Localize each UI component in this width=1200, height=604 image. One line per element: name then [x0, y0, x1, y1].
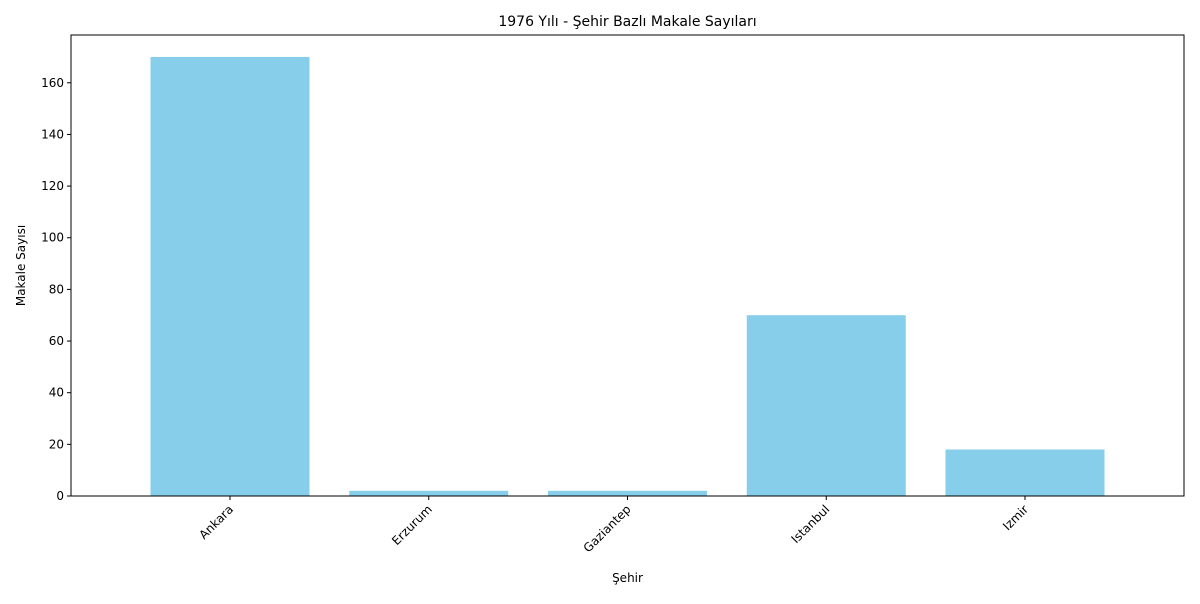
plot-frame: [70, 34, 1185, 497]
y-axis: 0 20 40 60 80 100 120 140 160: [41, 76, 71, 503]
y-tick-label: 80: [49, 282, 64, 296]
y-tick-label: 100: [41, 231, 64, 245]
x-tick-label: Ankara: [196, 502, 236, 542]
y-tick-label: 160: [41, 76, 64, 90]
bar-izmir: [945, 449, 1105, 496]
bar-erzurum: [349, 490, 509, 496]
x-tick-label: Izmir: [1000, 502, 1031, 533]
y-tick-label: 40: [49, 386, 64, 400]
y-tick-label: 0: [56, 489, 64, 503]
y-tick-label: 120: [41, 179, 64, 193]
bar-istanbul: [746, 315, 906, 496]
y-tick-label: 20: [49, 437, 64, 451]
x-tick-label: Erzurum: [389, 502, 435, 548]
x-axis: Ankara Erzurum Gaziantep Istanbul Izmir: [196, 496, 1031, 555]
x-tick-label: Gaziantep: [581, 502, 634, 555]
x-axis-label: Şehir: [612, 571, 643, 585]
bar-gaziantep: [548, 490, 707, 496]
y-tick-label: 60: [49, 334, 64, 348]
y-axis-label: Makale Sayısı: [14, 225, 28, 306]
x-tick-label: Istanbul: [789, 502, 833, 546]
chart-title: 1976 Yılı - Şehir Bazlı Makale Sayıları: [498, 14, 756, 30]
y-tick-label: 140: [41, 127, 64, 141]
bar-ankara: [150, 56, 310, 496]
bars-layer: [150, 56, 1105, 496]
